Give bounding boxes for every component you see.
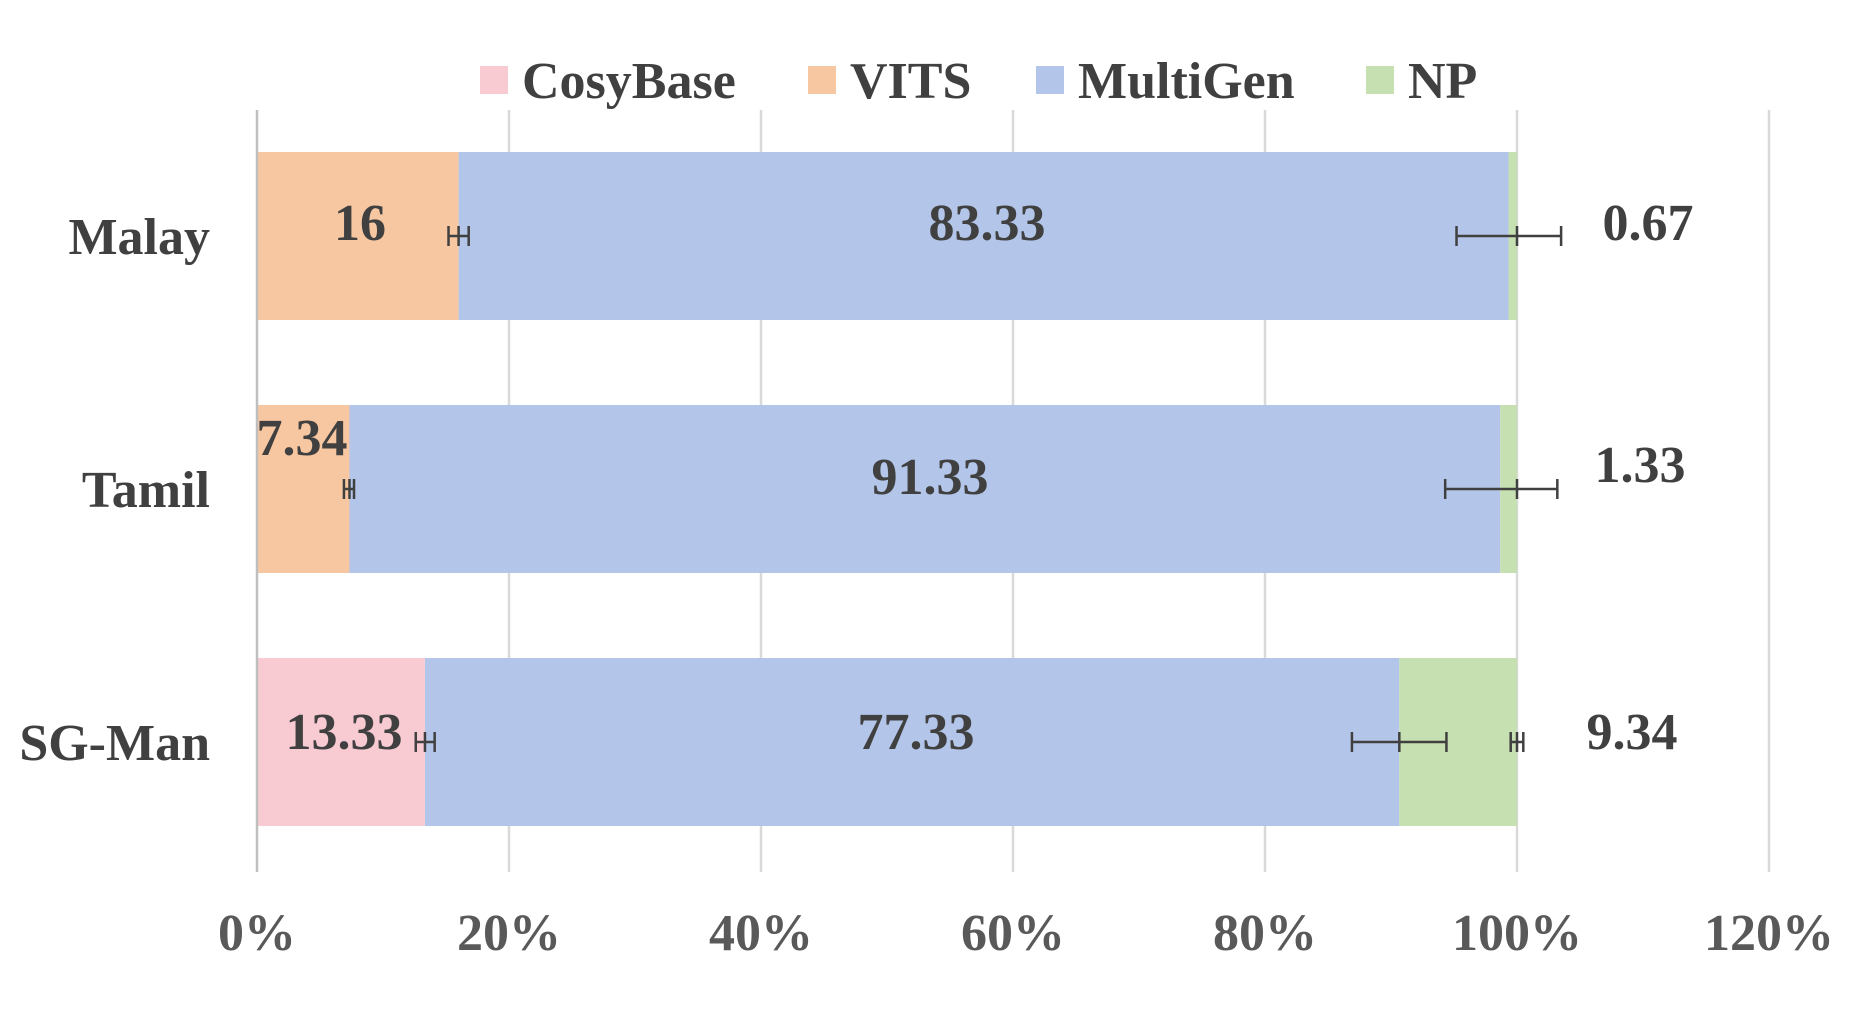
data-label-sg-man-cosybase: 13.33 — [286, 704, 403, 761]
x-tick-label-20: 20% — [457, 905, 561, 962]
data-label-tamil-multigen: 91.33 — [872, 449, 989, 506]
bar-tamil-vits — [257, 405, 350, 573]
legend-item-multigen: MultiGen — [1036, 53, 1295, 110]
x-tick-label-60: 60% — [961, 905, 1065, 962]
legend-label-cosybase: CosyBase — [522, 53, 736, 110]
bar-sg-man-multigen — [424, 658, 1400, 826]
category-label-tamil: Tamil — [82, 462, 210, 519]
category-label-sg-man: SG-Man — [19, 715, 210, 772]
x-tick-label-80: 80% — [1213, 905, 1317, 962]
bar-tamil-multigen — [349, 405, 1501, 573]
legend-item-cosybase: CosyBase — [480, 53, 736, 110]
error-bar-tamil-3 — [1443, 479, 1559, 499]
legend: CosyBase VITS MultiGen NP — [480, 53, 1477, 110]
data-label-malay-multigen: 83.33 — [929, 195, 1046, 252]
error-bar-malay-0 — [447, 226, 470, 246]
data-label-malay-np: 0.67 — [1603, 195, 1694, 252]
legend-label-np: NP — [1408, 53, 1477, 110]
data-label-sg-man-multigen: 77.33 — [858, 704, 975, 761]
category-label-malay: Malay — [68, 209, 210, 266]
legend-item-np: NP — [1366, 53, 1477, 110]
error-bar-sg-man-6 — [1509, 732, 1525, 752]
legend-swatch-np — [1366, 66, 1394, 94]
data-label-malay-vits: 16 — [334, 195, 386, 252]
x-tick-label-0: 0% — [218, 905, 296, 962]
bar-malay-vits — [257, 152, 459, 320]
error-bar-tamil-2 — [342, 479, 356, 499]
data-label-tamil-np: 1.33 — [1595, 437, 1686, 494]
legend-label-vits: VITS — [850, 53, 971, 110]
legend-item-vits: VITS — [808, 53, 971, 110]
bar-malay-multigen — [458, 152, 1509, 320]
error-bar-malay-1 — [1455, 226, 1563, 246]
error-bar-sg-man-5 — [1350, 732, 1448, 752]
legend-swatch-vits — [808, 66, 836, 94]
x-tick-label-40: 40% — [709, 905, 813, 962]
data-labels: 16 83.33 0.67 7.34 91.33 1.33 13.33 77.33 9.34 — [257, 195, 1694, 761]
x-tick-label-100: 100% — [1452, 905, 1582, 962]
legend-swatch-multigen — [1036, 66, 1064, 94]
legend-swatch-cosybase — [480, 66, 508, 94]
category-labels: Malay Tamil SG-Man — [19, 209, 210, 772]
legend-label-multigen: MultiGen — [1078, 53, 1295, 110]
error-bars — [342, 226, 1563, 752]
bar-segments — [257, 152, 1517, 826]
data-label-tamil-vits: 7.34 — [257, 410, 348, 467]
x-tick-labels: 0% 20% 40% 60% 80% 100% 120% — [218, 905, 1834, 962]
x-tick-label-120: 120% — [1704, 905, 1834, 962]
bar-sg-man-cosybase — [257, 658, 425, 826]
data-label-sg-man-np: 9.34 — [1587, 704, 1678, 761]
error-bar-sg-man-4 — [414, 732, 436, 752]
